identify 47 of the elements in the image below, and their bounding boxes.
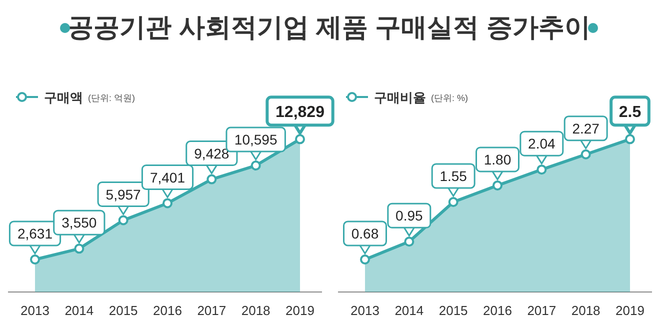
data-label: 1.80 <box>484 151 512 168</box>
point <box>250 160 261 171</box>
data-label: 3,550 <box>62 214 97 231</box>
point <box>448 196 458 207</box>
x-tick-label: 2014 <box>64 303 94 318</box>
point <box>625 134 635 144</box>
data-label: 2.04 <box>528 136 556 152</box>
data-label: 2.5 <box>618 104 642 121</box>
text: (단위: %) <box>431 93 468 103</box>
point <box>492 180 502 190</box>
data-label: 5,957 <box>106 186 142 202</box>
data-label: 7,401 <box>150 169 186 186</box>
data-label: 10,595 <box>234 132 278 148</box>
text: (단위: 억원) <box>88 93 135 103</box>
x-tick-label: 2015 <box>108 303 138 318</box>
data-label: 0.95 <box>396 208 424 224</box>
data-label: 2,631 <box>17 226 53 242</box>
x-tick-label: 2018 <box>241 303 270 318</box>
chart-title: 공공기관 사회적기업 제품 구매실적 증가추이 <box>68 12 590 42</box>
x-tick-label: 2013 <box>350 303 380 318</box>
x-tick-label: 2019 <box>616 303 644 318</box>
x-tick-label: 2018 <box>571 303 600 318</box>
point <box>404 236 414 247</box>
legend-label: 구매액 <box>44 90 83 105</box>
x-tick-label: 2015 <box>438 303 468 318</box>
data-label: 9,428 <box>194 145 230 162</box>
point <box>580 149 591 160</box>
point <box>295 134 305 144</box>
x-tick-label: 2013 <box>20 303 50 318</box>
point <box>30 254 40 265</box>
x-tick-label: 2016 <box>483 303 512 318</box>
data-label: 1.55 <box>440 168 468 184</box>
point <box>206 174 217 184</box>
data-label: 0.68 <box>351 226 379 242</box>
x-tick-label: 2016 <box>153 303 182 318</box>
point <box>536 164 547 175</box>
point <box>118 215 128 226</box>
x-tick-label: 2014 <box>394 303 424 318</box>
point <box>162 198 172 208</box>
point <box>74 244 84 254</box>
data-label: 12,829 <box>276 104 325 121</box>
x-tick-label: 2017 <box>527 303 556 318</box>
x-tick-label: 2019 <box>286 303 314 318</box>
data-label: 2.27 <box>572 120 600 136</box>
x-tick-label: 2017 <box>197 303 226 318</box>
point <box>360 254 370 265</box>
legend-label: 구매비율 <box>374 90 426 105</box>
